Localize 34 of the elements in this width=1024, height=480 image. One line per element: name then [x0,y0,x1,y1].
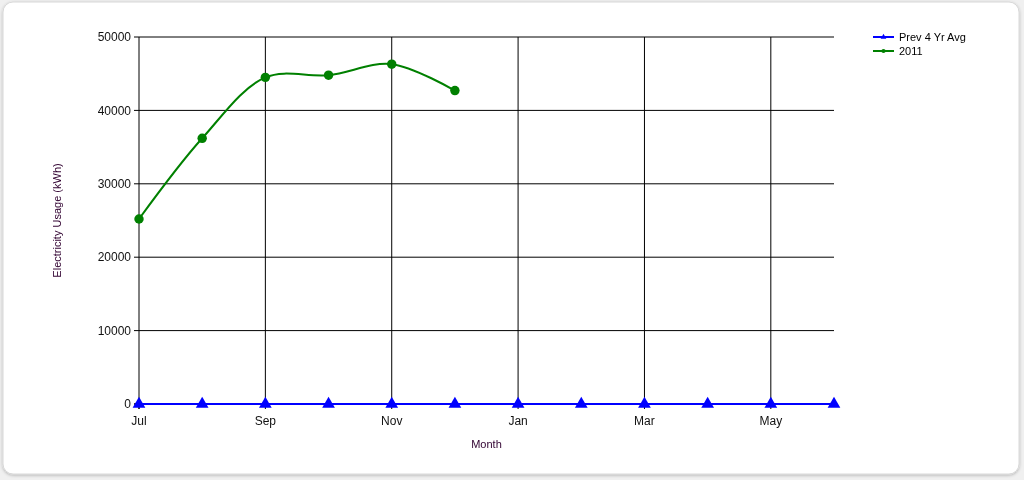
y-tick-label: 10000 [97,323,132,338]
y-tick-label: 20000 [97,250,132,265]
point [764,396,778,408]
point [385,396,399,408]
x-tick-label: Nov [381,414,403,428]
point [574,396,588,408]
point [638,396,651,408]
point [259,396,272,408]
point [134,214,144,224]
legend-label: Prev 4 Yr Avg [899,30,966,43]
point [511,396,525,408]
y-axis-title: Electricity Usage (kWh) [51,163,63,278]
x-tick-label: Sep [254,414,277,428]
y-tick-label: 40000 [97,103,132,118]
point [827,396,841,408]
y-tick-label: 50000 [97,30,132,45]
y-tick-label: 0 [124,397,132,412]
x-tick-label: Jan [508,414,528,428]
point [322,396,335,408]
point [387,59,397,69]
point [323,70,334,80]
point [701,396,714,408]
x-tick-label: May [759,414,783,428]
point [448,396,462,408]
point [195,396,209,408]
y-tick-label: 30000 [97,177,132,191]
point [197,133,207,143]
x-tick-label: Jul [131,414,147,428]
point [450,85,460,96]
point [260,72,271,83]
x-axis-title: Month [471,438,502,450]
x-tick-label: Mar [634,414,655,428]
point [132,396,146,408]
legend-label: 2011 [899,44,923,57]
